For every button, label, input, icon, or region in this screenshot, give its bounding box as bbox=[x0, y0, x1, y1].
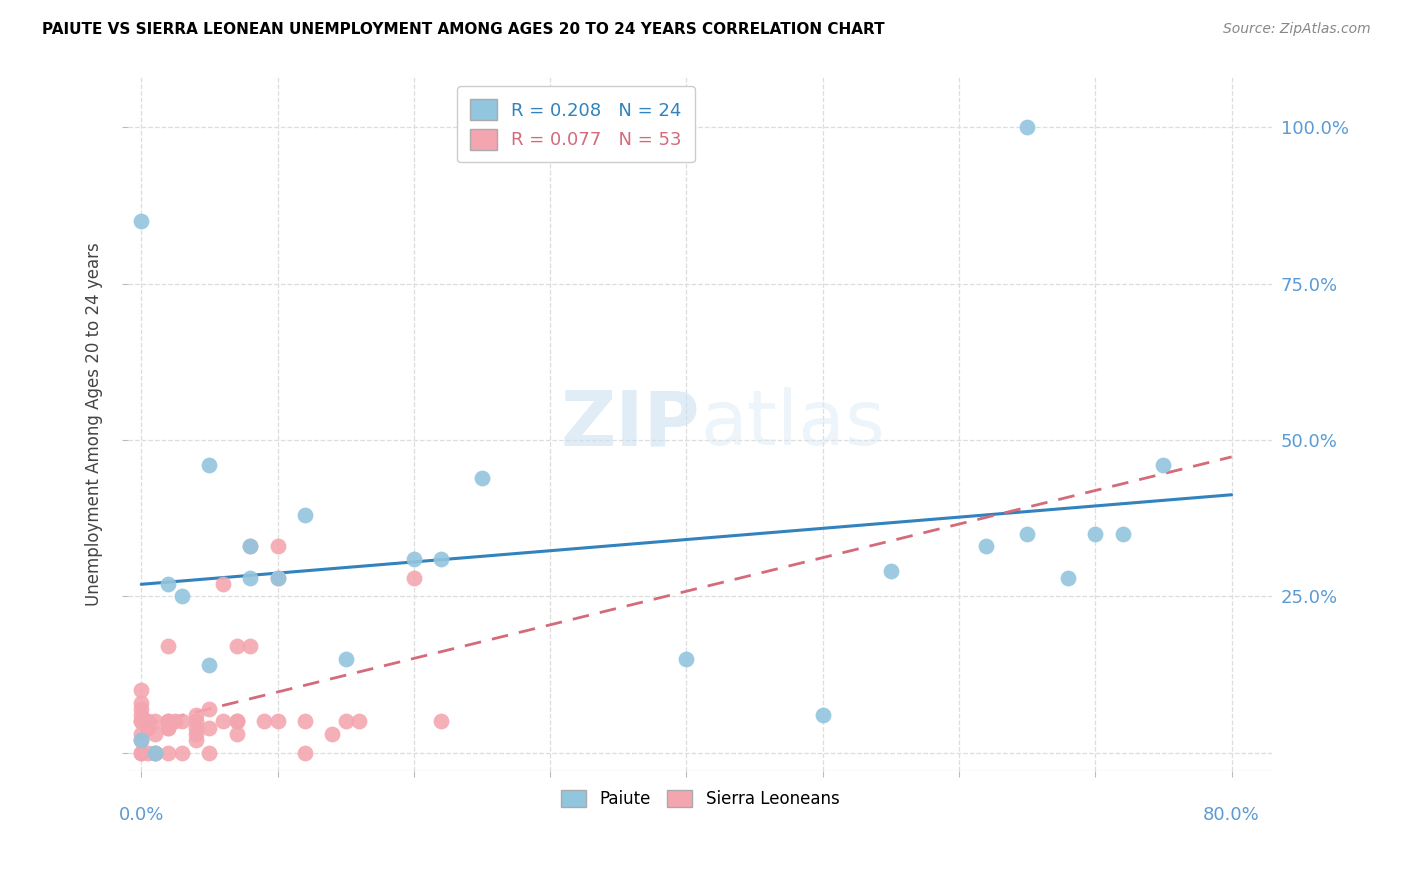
Point bbox=[212, 577, 235, 591]
Point bbox=[157, 721, 180, 735]
Point bbox=[212, 714, 235, 729]
Point bbox=[880, 565, 903, 579]
Point bbox=[136, 714, 159, 729]
Text: Source: ZipAtlas.com: Source: ZipAtlas.com bbox=[1223, 22, 1371, 37]
Point bbox=[129, 683, 152, 698]
Point bbox=[266, 571, 288, 585]
Point bbox=[675, 652, 697, 666]
Point bbox=[402, 552, 425, 566]
Point bbox=[198, 721, 221, 735]
Point bbox=[294, 508, 316, 522]
Point bbox=[184, 714, 207, 729]
Point bbox=[266, 540, 288, 554]
Point bbox=[198, 746, 221, 760]
Point bbox=[253, 714, 276, 729]
Point bbox=[294, 714, 316, 729]
Point bbox=[321, 727, 343, 741]
Point bbox=[157, 640, 180, 654]
Point bbox=[225, 727, 247, 741]
Point bbox=[172, 714, 194, 729]
Point bbox=[430, 714, 453, 729]
Point bbox=[349, 714, 371, 729]
Point bbox=[184, 733, 207, 747]
Point bbox=[136, 746, 159, 760]
Text: 0.0%: 0.0% bbox=[118, 805, 165, 824]
Point bbox=[129, 702, 152, 716]
Point bbox=[335, 714, 357, 729]
Point bbox=[1017, 526, 1039, 541]
Point bbox=[294, 746, 316, 760]
Point bbox=[1017, 120, 1039, 135]
Point bbox=[129, 733, 152, 747]
Text: ZIP: ZIP bbox=[561, 387, 700, 461]
Point bbox=[266, 714, 288, 729]
Point bbox=[266, 571, 288, 585]
Text: PAIUTE VS SIERRA LEONEAN UNEMPLOYMENT AMONG AGES 20 TO 24 YEARS CORRELATION CHAR: PAIUTE VS SIERRA LEONEAN UNEMPLOYMENT AM… bbox=[42, 22, 884, 37]
Point bbox=[225, 640, 247, 654]
Point bbox=[129, 733, 152, 747]
Point bbox=[157, 714, 180, 729]
Y-axis label: Unemployment Among Ages 20 to 24 years: Unemployment Among Ages 20 to 24 years bbox=[86, 243, 103, 607]
Point bbox=[198, 702, 221, 716]
Point bbox=[143, 746, 166, 760]
Point bbox=[974, 540, 997, 554]
Point bbox=[143, 746, 166, 760]
Point bbox=[129, 746, 152, 760]
Point bbox=[239, 640, 262, 654]
Point bbox=[143, 727, 166, 741]
Point bbox=[165, 714, 187, 729]
Point bbox=[143, 714, 166, 729]
Point bbox=[198, 658, 221, 673]
Point bbox=[157, 577, 180, 591]
Point bbox=[239, 540, 262, 554]
Point bbox=[239, 571, 262, 585]
Point bbox=[225, 714, 247, 729]
Point bbox=[402, 571, 425, 585]
Point bbox=[129, 708, 152, 723]
Point bbox=[143, 746, 166, 760]
Point bbox=[1057, 571, 1080, 585]
Point bbox=[1152, 458, 1174, 472]
Point bbox=[225, 714, 247, 729]
Point bbox=[157, 746, 180, 760]
Point bbox=[172, 590, 194, 604]
Point bbox=[157, 721, 180, 735]
Point bbox=[157, 714, 180, 729]
Point bbox=[471, 470, 494, 484]
Point bbox=[129, 696, 152, 710]
Point bbox=[198, 458, 221, 472]
Point bbox=[430, 552, 453, 566]
Point bbox=[239, 540, 262, 554]
Text: 80.0%: 80.0% bbox=[1204, 805, 1260, 824]
Point bbox=[129, 214, 152, 228]
Point bbox=[184, 708, 207, 723]
Point bbox=[1111, 526, 1133, 541]
Point bbox=[136, 721, 159, 735]
Point bbox=[129, 727, 152, 741]
Point bbox=[811, 708, 834, 723]
Point bbox=[184, 721, 207, 735]
Point bbox=[129, 746, 152, 760]
Legend: Paiute, Sierra Leoneans: Paiute, Sierra Leoneans bbox=[554, 784, 846, 815]
Point bbox=[129, 714, 152, 729]
Point bbox=[129, 714, 152, 729]
Point bbox=[184, 727, 207, 741]
Point bbox=[335, 652, 357, 666]
Text: atlas: atlas bbox=[700, 387, 884, 461]
Point bbox=[1084, 526, 1107, 541]
Point bbox=[172, 746, 194, 760]
